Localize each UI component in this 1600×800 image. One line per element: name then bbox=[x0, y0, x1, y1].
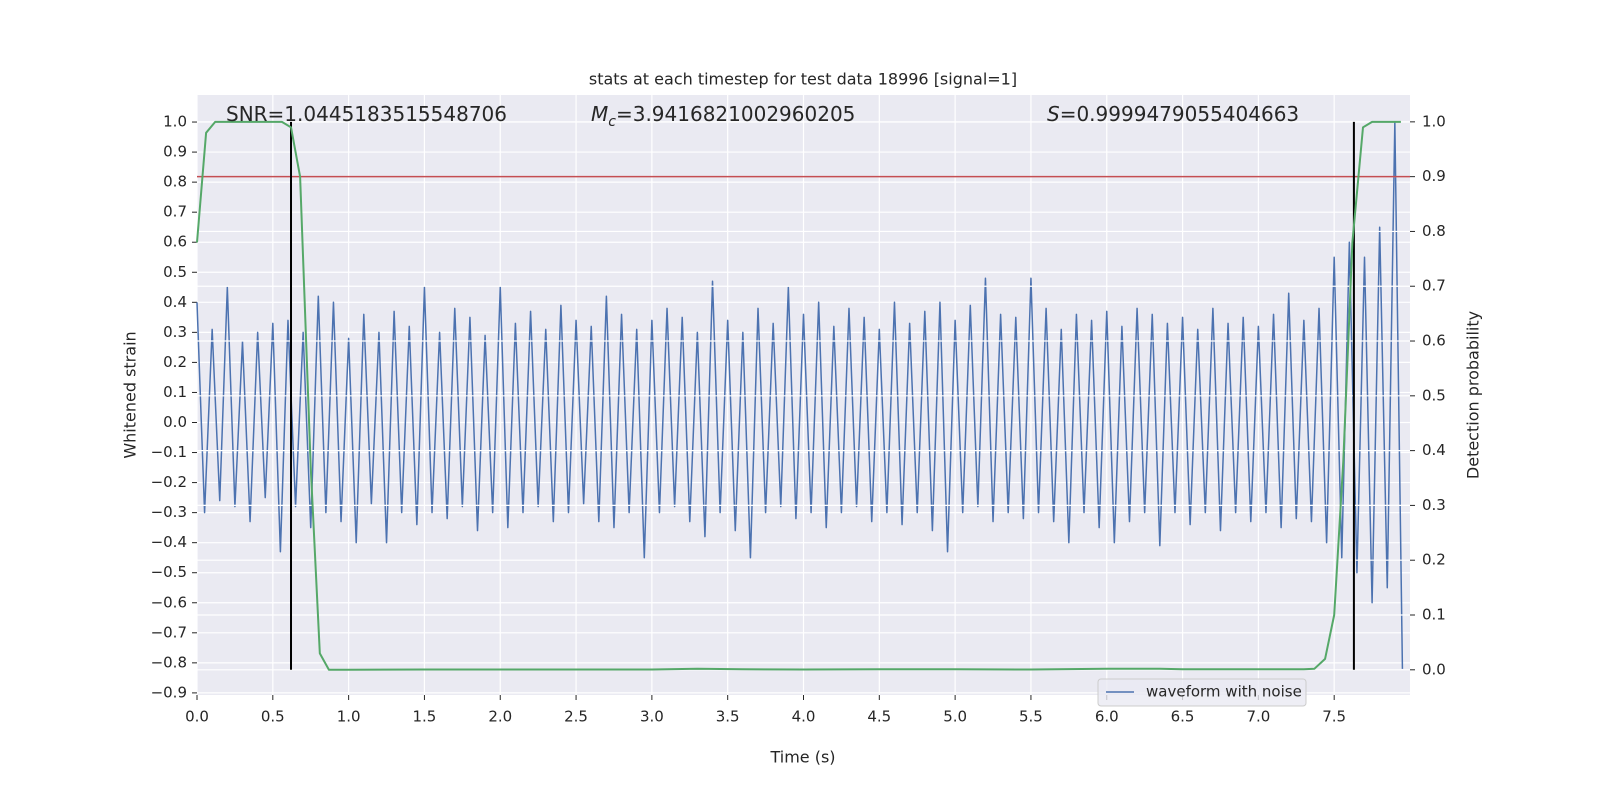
legend-label: waveform with noise bbox=[1146, 683, 1302, 701]
annotation-text: SNR=1.0445183515548706 bbox=[226, 102, 507, 126]
x-tick-label: 0.0 bbox=[185, 708, 209, 726]
y-tick-label: 0.0 bbox=[163, 413, 187, 431]
annotation-text: =0.9999479055404663 bbox=[1060, 102, 1299, 126]
x-tick-label: 4.0 bbox=[792, 708, 816, 726]
x-tick-label: 5.0 bbox=[943, 708, 967, 726]
x-tick-label: 1.5 bbox=[413, 708, 437, 726]
y-tick-label: −0.4 bbox=[151, 533, 187, 551]
legend-box bbox=[1097, 678, 1307, 707]
y2-tick-label: 1.0 bbox=[1422, 112, 1446, 130]
y-axis-label: Whitened strain bbox=[121, 331, 140, 458]
x-axis-label: Time (s) bbox=[769, 748, 835, 767]
y-tick-label: −0.5 bbox=[151, 563, 187, 581]
y-tick-label: 0.8 bbox=[163, 173, 187, 191]
y2-tick-label: 0.1 bbox=[1422, 606, 1446, 624]
annotation-text: =3.9416821002960205 bbox=[616, 102, 855, 126]
y-tick-label: −0.8 bbox=[151, 653, 187, 671]
x-tick-label: 6.5 bbox=[1171, 708, 1195, 726]
annotation: S=0.9999479055404663 bbox=[1047, 102, 1299, 126]
x-tick-label: 4.5 bbox=[867, 708, 891, 726]
legend: waveform with noise bbox=[1097, 678, 1307, 707]
y-tick-label: 0.6 bbox=[163, 233, 187, 251]
y-tick-label: 0.4 bbox=[163, 293, 187, 311]
y-tick-label: −0.2 bbox=[151, 473, 187, 491]
y2-tick-label: 0.2 bbox=[1422, 551, 1446, 569]
y-tick-label: −0.3 bbox=[151, 503, 187, 521]
annotation: SNR=1.0445183515548706 bbox=[226, 102, 507, 126]
y-tick-label: 0.7 bbox=[163, 203, 187, 221]
annotation-subscript: c bbox=[608, 114, 616, 130]
x-tick-label: 1.0 bbox=[337, 708, 361, 726]
x-tick-label: 7.0 bbox=[1246, 708, 1270, 726]
x-tick-label: 2.5 bbox=[564, 708, 588, 726]
y-tick-label: 1.0 bbox=[163, 113, 187, 131]
annotation-symbol: M bbox=[591, 102, 608, 126]
y-tick-label: −0.7 bbox=[151, 623, 187, 641]
series-line bbox=[196, 121, 1404, 669]
y2-tick-label: 0.0 bbox=[1422, 660, 1446, 678]
x-tick-label: 5.5 bbox=[1019, 708, 1043, 726]
annotation-symbol: S bbox=[1047, 102, 1060, 126]
y2-tick-label: 0.9 bbox=[1422, 167, 1446, 185]
annotation: Mc=3.9416821002960205 bbox=[591, 102, 855, 130]
x-tick-label: 7.5 bbox=[1322, 708, 1346, 726]
y2-axis-label: Detection probability bbox=[1464, 311, 1483, 479]
y-tick-label: 0.9 bbox=[163, 143, 187, 161]
y-tick-label: −0.6 bbox=[151, 593, 187, 611]
y2-tick-label: 0.7 bbox=[1422, 277, 1446, 295]
y-tick-label: −0.9 bbox=[151, 683, 187, 701]
plot-layer: 0.0 0.5 1.0 1.5 2.0 2.5 3.0 3.5 4.0 4.5 5.0 5.5 6.0 6… bbox=[151, 95, 1446, 726]
y-tick-label: 0.3 bbox=[163, 323, 187, 341]
chart-title: stats at each timestep for test data 189… bbox=[589, 70, 1017, 89]
x-tick-label: 6.0 bbox=[1095, 708, 1119, 726]
y2-tick-label: 0.4 bbox=[1422, 441, 1446, 459]
y2-tick-label: 0.5 bbox=[1422, 386, 1446, 404]
y2-tick-label: 0.8 bbox=[1422, 222, 1446, 240]
x-tick-label: 2.0 bbox=[488, 708, 512, 726]
y-tick-label: 0.2 bbox=[163, 353, 187, 371]
series-line bbox=[196, 120, 1401, 671]
x-tick-label: 3.5 bbox=[716, 708, 740, 726]
y-tick-label: 0.1 bbox=[163, 383, 187, 401]
x-tick-label: 0.5 bbox=[261, 708, 285, 726]
y2-tick-label: 0.6 bbox=[1422, 332, 1446, 350]
y-tick-label: 0.5 bbox=[163, 263, 187, 281]
y2-tick-label: 0.3 bbox=[1422, 496, 1446, 514]
y-tick-label: −0.1 bbox=[151, 443, 187, 461]
x-tick-label: 3.0 bbox=[640, 708, 664, 726]
